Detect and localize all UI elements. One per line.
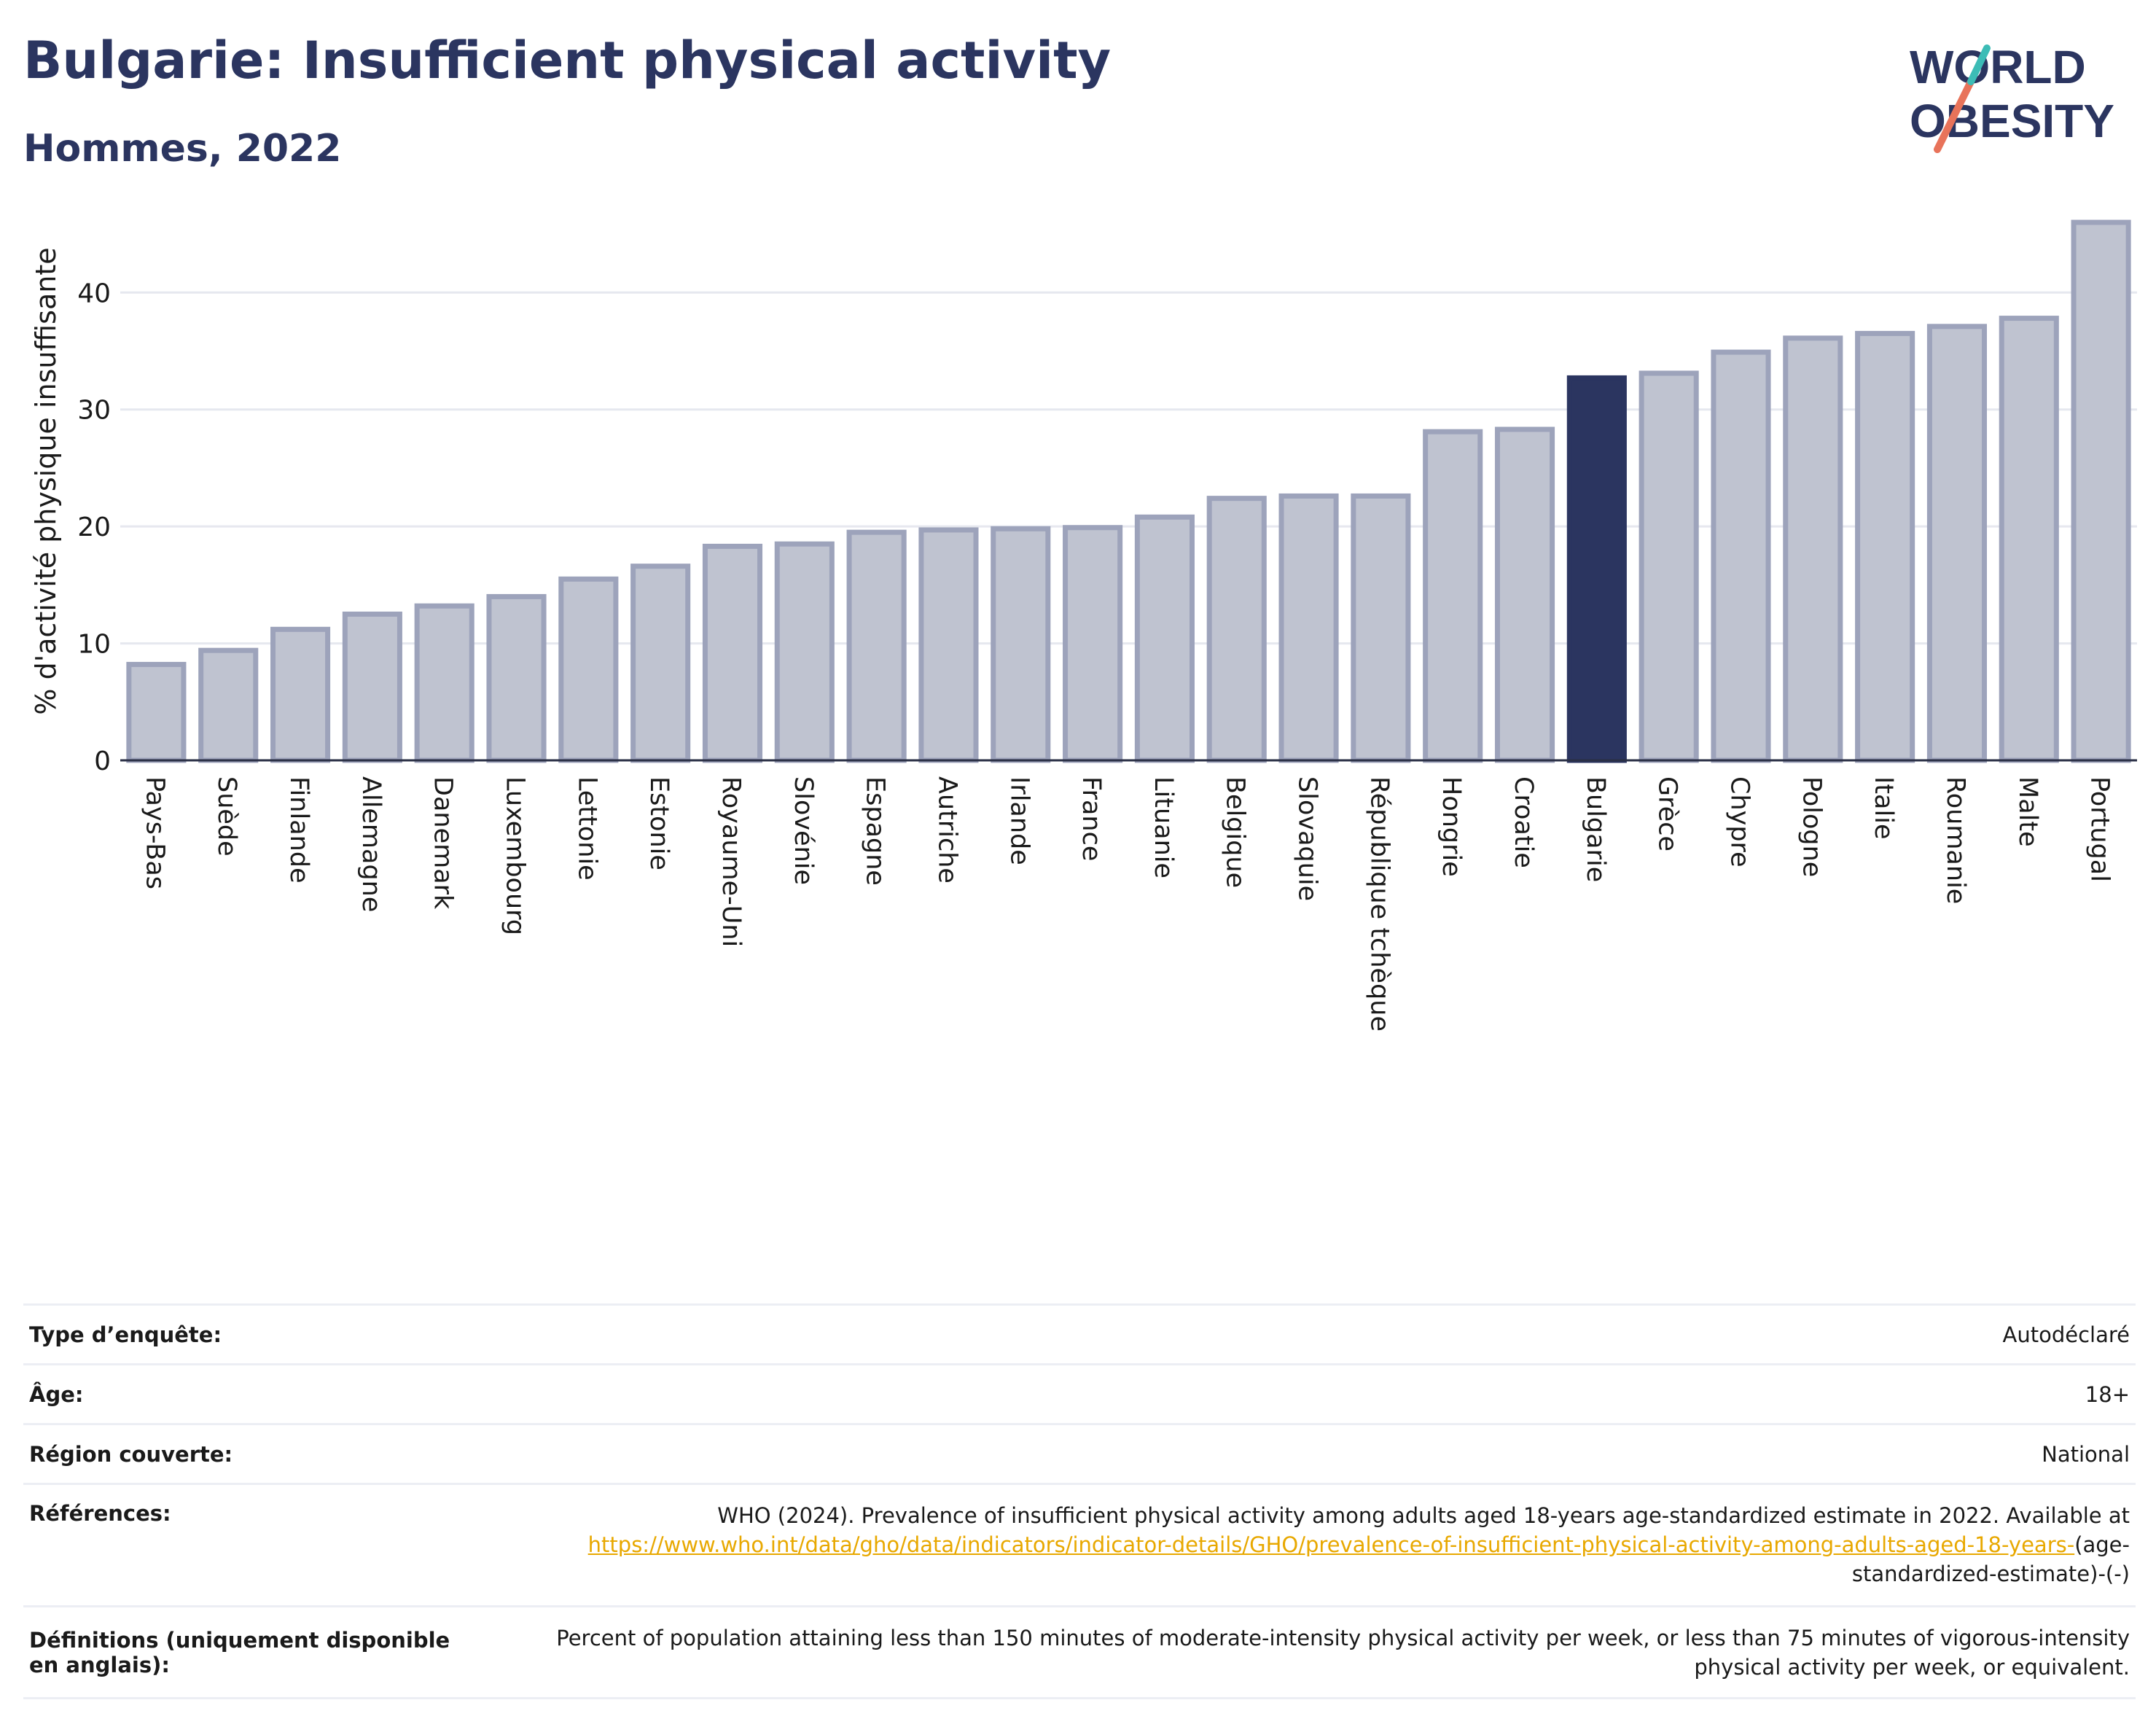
bar-allemagne[interactable] <box>342 611 402 763</box>
x-tick-label: Portugal <box>2085 776 2114 882</box>
info-value: 18+ <box>487 1363 2136 1424</box>
x-tick-label: Autriche <box>932 776 961 884</box>
y-tick-label: 30 <box>77 396 111 426</box>
x-tick-label: Lettonie <box>572 776 601 881</box>
bar-chart: 0 10 20 30 40 Pays-Bas Suède Finlande Allemagne D… <box>30 219 2137 1032</box>
x-tick-label: Pologne <box>1797 776 1826 877</box>
info-row-age: Âge: 18+ <box>23 1363 2136 1424</box>
y-tick-label: 0 <box>94 746 111 776</box>
world-obesity-logo: WORLD OBESITY <box>1910 41 2114 153</box>
chart-subtitle: Hommes, 2022 <box>23 127 342 171</box>
x-tick-label: Suède <box>212 776 241 857</box>
x-tick-label: Estonie <box>644 776 673 870</box>
x-tick-label: France <box>1077 776 1106 861</box>
reference-text: WHO (2024). Prevalence of insufficient p… <box>717 1503 2130 1528</box>
x-tick-label: Hongrie <box>1437 776 1466 877</box>
x-tick-label: Croatie <box>1509 776 1538 868</box>
bar-gr-ce[interactable] <box>1639 370 1699 763</box>
bar-irlande[interactable] <box>991 526 1051 763</box>
y-axis-label: % d'activité physique insuffisante <box>30 247 62 714</box>
reference-link[interactable]: https://www.who.int/data/gho/data/indica… <box>587 1532 2075 1557</box>
x-tick-label: Slovénie <box>789 776 818 885</box>
info-value: National <box>487 1423 2136 1484</box>
y-tick-label: 10 <box>77 630 111 660</box>
info-key: Références: <box>23 1483 487 1607</box>
bar-luxembourg[interactable] <box>486 593 547 763</box>
bar-lettonie[interactable] <box>558 576 619 763</box>
bar-chypre[interactable] <box>1711 349 1771 763</box>
info-table: Type d’enquête: Autodéclaré Âge: 18+ Rég… <box>23 1303 2136 1699</box>
bars <box>126 219 2131 763</box>
x-tick-label: Belgique <box>1221 776 1250 888</box>
bar-pologne[interactable] <box>1783 335 1843 763</box>
bar-malte[interactable] <box>1999 316 2059 763</box>
x-tick-label: République tchèque <box>1364 776 1394 1032</box>
axes: 0 10 20 30 40 Pays-Bas Suède Finlande Allemagne D… <box>77 278 2137 1032</box>
x-tick-label: Grèce <box>1653 776 1682 851</box>
info-key: Type d’enquête: <box>23 1303 487 1365</box>
x-tick-label: Roumanie <box>1941 776 1970 904</box>
bar-roumanie[interactable] <box>1926 324 1987 763</box>
bar-pays-bas[interactable] <box>126 661 187 763</box>
bar-belgique[interactable] <box>1206 496 1267 763</box>
bar-portugal[interactable] <box>2071 219 2131 763</box>
info-row-region: Région couverte: National <box>23 1423 2136 1484</box>
x-tick-label: Pays-Bas <box>140 776 169 889</box>
bar-royaume-uni[interactable] <box>702 543 763 763</box>
x-tick-label: Chypre <box>1725 776 1754 868</box>
info-value: Percent of population attaining less tha… <box>487 1605 2136 1699</box>
x-tick-label: Espagne <box>861 776 890 886</box>
bar-lituanie[interactable] <box>1134 514 1195 763</box>
x-tick-label: Malte <box>2013 776 2042 847</box>
x-tick-label: Italie <box>1869 776 1898 839</box>
bar-slovaquie[interactable] <box>1278 493 1339 763</box>
bar-finlande[interactable] <box>270 626 331 763</box>
bar-autriche[interactable] <box>918 527 979 763</box>
info-row-references: Références: WHO (2024). Prevalence of in… <box>23 1483 2136 1607</box>
bar-slov-nie[interactable] <box>774 541 835 763</box>
bar-espagne[interactable] <box>846 529 907 763</box>
info-key: Région couverte: <box>23 1423 487 1484</box>
x-tick-label: Irlande <box>1004 776 1034 865</box>
x-tick-label: Bulgarie <box>1581 776 1610 882</box>
info-key: Définitions (uniquement disponible en an… <box>23 1605 487 1699</box>
bar-estonie[interactable] <box>630 564 691 763</box>
x-tick-label: Royaume-Uni <box>716 776 746 947</box>
x-tick-label: Danemark <box>429 776 458 910</box>
bar-bulgarie[interactable] <box>1566 375 1627 763</box>
y-tick-label: 40 <box>77 278 111 308</box>
info-row-definitions: Définitions (uniquement disponible en an… <box>23 1605 2136 1699</box>
x-tick-label: Slovaquie <box>1293 776 1322 901</box>
bar-hongrie[interactable] <box>1423 429 1483 763</box>
info-value: Autodéclaré <box>487 1303 2136 1365</box>
reference-suffix: (age-standardized-estimate)-(-) <box>1851 1532 2130 1586</box>
bar-france[interactable] <box>1063 525 1123 763</box>
info-key: Âge: <box>23 1363 487 1424</box>
x-tick-label: Lituanie <box>1149 776 1178 878</box>
bar-r-publique-tch-que[interactable] <box>1351 493 1411 763</box>
bar-danemark[interactable] <box>414 603 474 763</box>
bar-italie[interactable] <box>1855 330 1915 763</box>
svg-text:WORLD: WORLD <box>1910 41 2086 93</box>
x-tick-label: Allemagne <box>356 776 386 912</box>
x-tick-label: Luxembourg <box>501 776 530 935</box>
info-row-survey-type: Type d’enquête: Autodéclaré <box>23 1303 2136 1365</box>
y-tick-label: 20 <box>77 512 111 542</box>
bar-croatie[interactable] <box>1494 426 1555 763</box>
bar-su-de[interactable] <box>198 647 259 763</box>
x-tick-label: Finlande <box>284 776 313 884</box>
info-value: WHO (2024). Prevalence of insufficient p… <box>487 1483 2136 1607</box>
chart-title: Bulgarie: Insufficient physical activity <box>23 31 1112 90</box>
